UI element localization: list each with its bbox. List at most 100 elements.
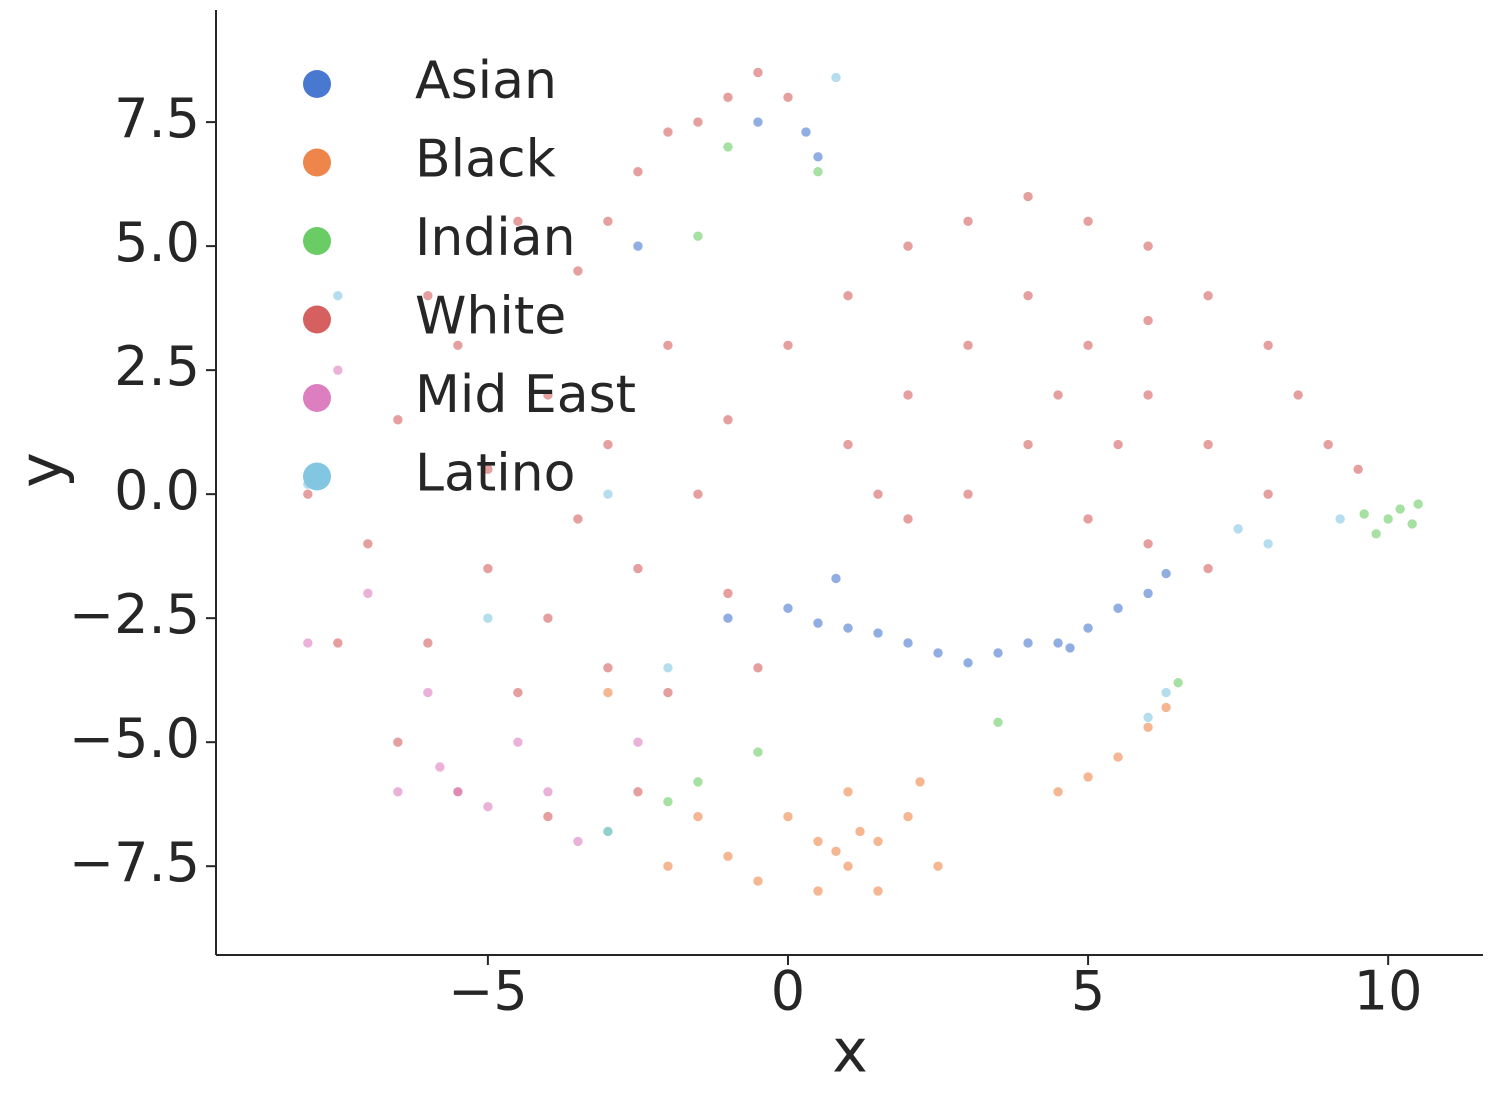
- point: [482, 801, 494, 812]
- point: [752, 662, 764, 674]
- point: [1292, 389, 1304, 401]
- point: [962, 657, 974, 669]
- legend-marker: [303, 70, 331, 98]
- legend-marker: [303, 148, 331, 177]
- point: [812, 151, 824, 163]
- point: [1142, 389, 1154, 401]
- point: [1142, 588, 1154, 599]
- point: [1022, 439, 1034, 450]
- point: [1142, 712, 1154, 723]
- point: [1022, 637, 1034, 649]
- point: [1052, 786, 1064, 798]
- legend-label: Indian: [415, 208, 576, 268]
- point: [902, 389, 914, 401]
- point: [692, 230, 704, 242]
- point: [752, 116, 764, 128]
- x-tick-label: −5: [448, 960, 528, 1023]
- point: [992, 717, 1004, 728]
- point: [842, 439, 854, 450]
- point: [902, 240, 914, 252]
- legend-marker: [303, 227, 331, 255]
- point: [662, 687, 674, 698]
- point: [812, 836, 824, 847]
- y-tick-label: −7.5: [69, 831, 200, 894]
- point: [1370, 528, 1382, 540]
- point: [1352, 464, 1364, 475]
- point: [1052, 637, 1064, 649]
- point: [1160, 568, 1172, 579]
- point: [1382, 513, 1394, 525]
- point: [602, 216, 614, 227]
- point: [872, 627, 884, 639]
- point: [632, 240, 644, 252]
- point: [962, 216, 974, 227]
- point: [632, 166, 644, 178]
- x-axis-label: x: [832, 1017, 868, 1087]
- point: [482, 612, 494, 624]
- legend-marker: [303, 462, 331, 491]
- point: [1412, 498, 1424, 510]
- point: [800, 126, 812, 138]
- point: [830, 72, 842, 83]
- point: [1160, 702, 1172, 713]
- legend-marker: [303, 305, 331, 334]
- x-tick-label: 10: [1354, 960, 1423, 1023]
- point: [962, 488, 974, 500]
- point: [782, 602, 794, 614]
- point: [332, 637, 344, 649]
- point: [632, 563, 644, 574]
- point: [1142, 315, 1154, 326]
- point: [662, 796, 674, 808]
- point: [1262, 538, 1274, 550]
- point: [722, 141, 734, 153]
- point: [692, 811, 704, 822]
- point: [1262, 340, 1274, 351]
- point: [542, 389, 554, 401]
- point: [512, 736, 524, 748]
- point: [812, 166, 824, 178]
- point: [830, 573, 842, 584]
- point: [1082, 340, 1094, 351]
- legend-label: Mid East: [415, 365, 636, 425]
- point: [1022, 290, 1034, 302]
- legend-label: Asian: [415, 51, 557, 111]
- point: [662, 340, 674, 351]
- point: [1142, 240, 1154, 252]
- point: [830, 846, 842, 857]
- point: [422, 637, 434, 649]
- point: [1202, 563, 1214, 574]
- point: [1052, 389, 1064, 401]
- point: [542, 786, 554, 798]
- point: [1112, 439, 1124, 450]
- point: [572, 265, 584, 277]
- point: [662, 126, 674, 138]
- legend-label: Black: [415, 130, 556, 190]
- point: [662, 860, 674, 872]
- point: [782, 92, 794, 103]
- point: [722, 850, 734, 862]
- y-tick-label: 2.5: [114, 335, 200, 398]
- point: [752, 746, 764, 758]
- point: [872, 488, 884, 500]
- point: [302, 637, 314, 649]
- point: [542, 612, 554, 624]
- point: [842, 860, 854, 872]
- point: [1358, 508, 1370, 520]
- point: [1142, 722, 1154, 733]
- point: [1112, 751, 1124, 763]
- point: [812, 885, 824, 897]
- point: [362, 588, 374, 599]
- point: [782, 340, 794, 351]
- point: [1082, 622, 1094, 634]
- point: [392, 736, 404, 748]
- point: [1232, 523, 1244, 535]
- point: [602, 687, 614, 698]
- point: [392, 786, 404, 798]
- y-axis-label: y: [7, 452, 77, 488]
- point: [602, 662, 614, 674]
- point: [992, 647, 1004, 659]
- x-tick-label: 5: [1071, 960, 1105, 1023]
- point: [932, 647, 944, 659]
- point: [872, 836, 884, 847]
